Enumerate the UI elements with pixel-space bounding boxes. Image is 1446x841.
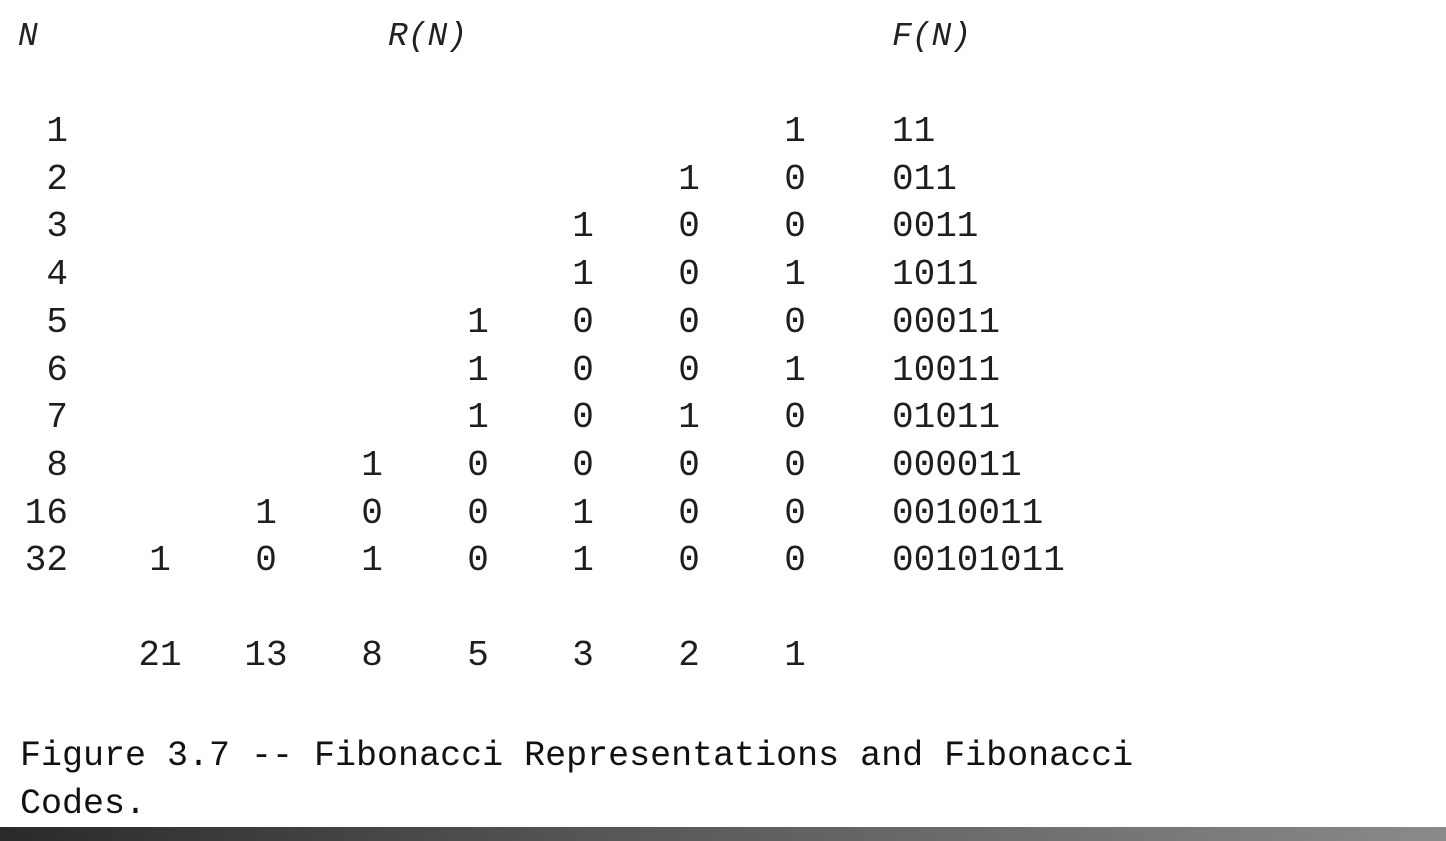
row-bit: 1 — [149, 540, 171, 582]
row-bit: 0 — [678, 492, 700, 534]
row-n-value: 32 — [24, 540, 68, 582]
row-bit: 1 — [361, 540, 383, 582]
row-code: 0011 — [892, 206, 979, 248]
row-bit: 1 — [572, 540, 594, 582]
row-bit: 0 — [467, 492, 489, 534]
bottom-border — [0, 827, 1446, 841]
weight-value: 5 — [467, 635, 489, 676]
row-bit: 1 — [784, 111, 806, 152]
row-bit: 1 — [255, 492, 277, 534]
row-bit: 0 — [784, 301, 806, 343]
row-bit: 0 — [572, 397, 594, 439]
row-bit: 1 — [678, 158, 700, 200]
row-n-value: 5 — [46, 301, 68, 343]
row-code: 00011 — [892, 301, 1001, 343]
row-bit: 1 — [467, 301, 489, 343]
header-n: N — [18, 18, 38, 55]
row-code: 0010011 — [892, 492, 1044, 534]
row-bit: 0 — [784, 206, 806, 248]
row-bit: 0 — [678, 254, 700, 296]
row-bit: 0 — [678, 540, 700, 582]
row-bit: 0 — [678, 444, 700, 486]
row-bit: 1 — [572, 254, 594, 296]
row-code: 011 — [892, 158, 957, 200]
row-bit: 1 — [467, 397, 489, 439]
row-bit: 1 — [572, 492, 594, 534]
row-bit: 0 — [572, 301, 594, 343]
row-bit: 0 — [784, 492, 806, 534]
row-bit: 0 — [784, 397, 806, 439]
row-bit: 1 — [361, 444, 383, 486]
row-code: 1011 — [892, 254, 979, 296]
row-n-value: 4 — [46, 254, 68, 296]
figure-caption: Figure 3.7 -- Fibonacci Representations … — [20, 736, 1134, 824]
row-bit: 0 — [467, 444, 489, 486]
row-bit: 0 — [784, 540, 806, 582]
row-bit: 0 — [255, 540, 277, 582]
row-code: 10011 — [892, 349, 1001, 391]
row-bit: 1 — [572, 206, 594, 248]
row-n-value: 3 — [46, 206, 68, 248]
row-code: 00101011 — [892, 540, 1065, 582]
row-bit: 0 — [784, 444, 806, 486]
row-n-value: 6 — [46, 349, 68, 391]
row-bit: 1 — [678, 397, 700, 439]
row-bit: 0 — [361, 492, 383, 534]
row-code: 000011 — [892, 444, 1022, 486]
row-code: 01011 — [892, 397, 1001, 439]
weight-value: 8 — [361, 635, 383, 676]
row-n-value: 2 — [46, 158, 68, 200]
row-bit: 0 — [678, 206, 700, 248]
row-bit: 1 — [784, 254, 806, 296]
weight-value: 21 — [138, 635, 182, 676]
header-f: F(N) — [892, 18, 972, 55]
weight-value: 13 — [244, 635, 288, 676]
row-bit: 0 — [572, 349, 594, 391]
row-n-value: 7 — [46, 397, 68, 439]
row-bit: 0 — [467, 540, 489, 582]
row-n-value: 1 — [46, 111, 68, 152]
weight-value: 3 — [572, 635, 594, 676]
weight-value: 1 — [784, 635, 806, 676]
row-bit: 1 — [467, 349, 489, 391]
row-n-value: 8 — [46, 444, 68, 486]
row-bit: 0 — [678, 349, 700, 391]
row-bit: 0 — [784, 158, 806, 200]
row-code: 11 — [892, 111, 936, 152]
header-r: R(N) — [388, 18, 468, 55]
row-bit: 0 — [678, 301, 700, 343]
row-bit: 1 — [784, 349, 806, 391]
row-n-value: 16 — [24, 492, 68, 534]
weight-value: 2 — [678, 635, 700, 676]
row-bit: 0 — [572, 444, 594, 486]
